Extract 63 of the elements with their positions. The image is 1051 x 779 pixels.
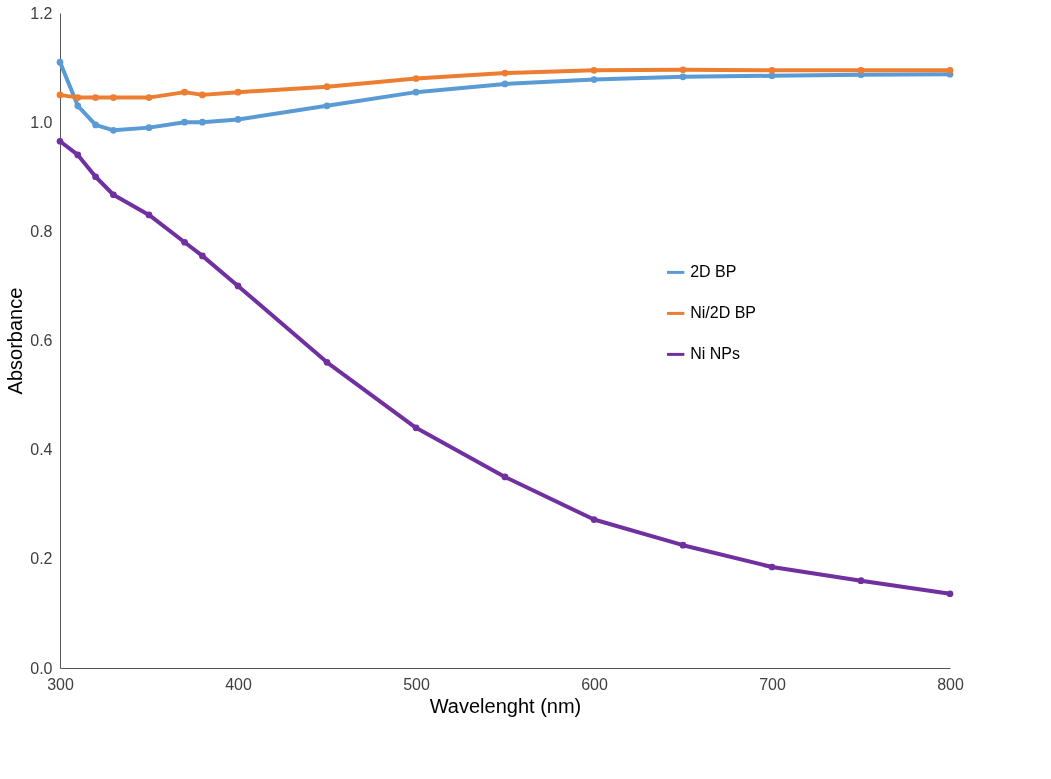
point xyxy=(501,69,509,77)
point xyxy=(946,66,954,74)
point xyxy=(590,66,598,74)
y-tick-label: 0.8 xyxy=(30,222,53,240)
point xyxy=(412,75,420,82)
y-tick-label: 1.0 xyxy=(30,113,53,131)
point xyxy=(590,76,598,83)
y-tick-label: 1.2 xyxy=(30,4,53,22)
point xyxy=(199,91,206,99)
point xyxy=(412,424,420,432)
y-axis-title: Absorbance xyxy=(4,287,27,395)
point xyxy=(145,94,153,101)
y-tick-label: 0.6 xyxy=(30,332,53,349)
point xyxy=(412,88,420,96)
point xyxy=(857,577,865,585)
point xyxy=(181,118,188,126)
point xyxy=(56,58,64,66)
point xyxy=(857,66,865,74)
point xyxy=(145,124,153,131)
point xyxy=(74,102,82,110)
point xyxy=(92,94,99,101)
point xyxy=(679,73,687,81)
point xyxy=(110,191,117,199)
x-tick-label: 800 xyxy=(937,675,964,693)
point xyxy=(323,83,331,91)
point xyxy=(234,282,242,290)
y-tick-label: 0.0 xyxy=(30,659,53,677)
y-tick-label: 0.4 xyxy=(30,441,53,459)
point xyxy=(145,211,153,219)
y-tick-label: 0.2 xyxy=(30,550,53,568)
point xyxy=(56,137,64,145)
point xyxy=(768,563,776,571)
point xyxy=(199,118,206,126)
point xyxy=(110,127,117,134)
point xyxy=(92,173,99,181)
point xyxy=(501,80,509,88)
x-tick-label: 300 xyxy=(47,675,74,693)
point xyxy=(679,541,687,549)
legend-label: Ni/2D BP xyxy=(690,304,756,322)
x-tick-label: 500 xyxy=(403,675,430,693)
point xyxy=(199,252,206,260)
point xyxy=(181,238,188,246)
x-tick-label: 400 xyxy=(225,675,252,693)
x-tick-label: 700 xyxy=(759,675,786,693)
x-tick-label: 600 xyxy=(581,675,608,693)
point xyxy=(946,590,954,598)
point xyxy=(92,121,99,129)
point xyxy=(110,94,117,101)
point xyxy=(323,358,331,366)
point xyxy=(679,66,687,74)
point xyxy=(56,91,64,99)
point xyxy=(234,116,242,123)
legend-label: Ni NPs xyxy=(690,345,740,363)
point xyxy=(590,516,598,523)
point xyxy=(501,473,509,481)
point xyxy=(74,151,82,159)
point xyxy=(234,88,242,96)
x-axis-title: Wavelenght (nm) xyxy=(429,694,582,717)
legend-label: 2D BP xyxy=(690,263,737,281)
point xyxy=(181,88,188,96)
point xyxy=(323,102,331,110)
point xyxy=(768,66,776,74)
point xyxy=(74,94,82,101)
